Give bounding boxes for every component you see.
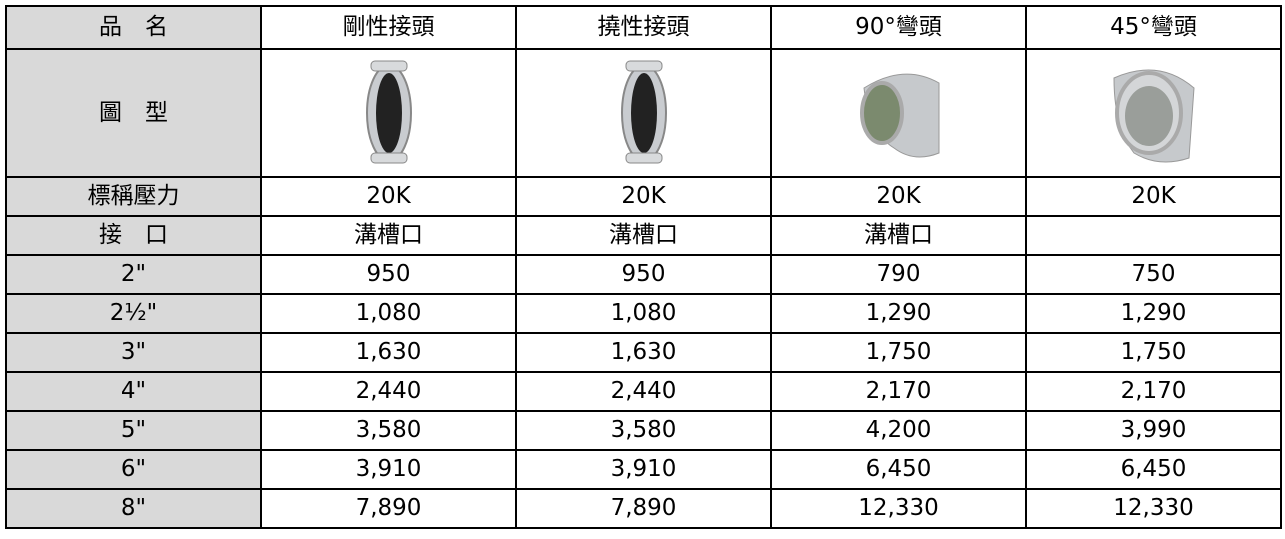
cell: 20K <box>515 176 772 217</box>
row-label: 3" <box>5 332 262 373</box>
data-row: 2½" 1,080 1,080 1,290 1,290 <box>5 293 1282 334</box>
data-row: 接 口溝槽口 溝槽口 溝槽口 <box>5 215 1282 256</box>
cell: 溝槽口 <box>260 215 517 256</box>
column-header: 90°彎頭 <box>770 5 1027 50</box>
data-row: 8" 7,890 7,890 12,330 12,330 <box>5 488 1282 529</box>
image-cell <box>1025 48 1282 178</box>
cell: 1,750 <box>1025 332 1282 373</box>
cell: 1,630 <box>515 332 772 373</box>
image-cell <box>260 48 517 178</box>
cell: 2,170 <box>1025 371 1282 412</box>
cell: 950 <box>260 254 517 295</box>
data-row: 標稱壓力 20K 20K 20K 20K <box>5 176 1282 217</box>
elbow-45-image <box>1112 69 1195 163</box>
cell: 790 <box>770 254 1027 295</box>
data-row: 2" 950 950 790 750 <box>5 254 1282 295</box>
column-header: 剛性接頭 <box>260 5 517 50</box>
cell: 1,750 <box>770 332 1027 373</box>
cell: 溝槽口 <box>515 215 772 256</box>
row-label: 2½" <box>5 293 262 334</box>
cell: 20K <box>770 176 1027 217</box>
image-cell <box>770 48 1027 178</box>
rigid-coupling-image <box>365 60 412 164</box>
data-row: 3" 1,630 1,630 1,750 1,750 <box>5 332 1282 373</box>
cell: 950 <box>515 254 772 295</box>
cell: 1,080 <box>260 293 517 334</box>
cell: 2,170 <box>770 371 1027 412</box>
cell: 3,910 <box>260 449 517 490</box>
cell <box>1025 215 1282 256</box>
cell: 12,330 <box>770 488 1027 529</box>
table-body: 品 名剛性接頭 撓性接頭 90°彎頭 45°彎頭 圖 型 <box>5 5 1282 529</box>
cell: 3,580 <box>515 410 772 451</box>
flexible-coupling-image <box>620 60 667 164</box>
row-label: 6" <box>5 449 262 490</box>
image-cell <box>515 48 772 178</box>
cell: 2,440 <box>515 371 772 412</box>
row-label: 接 口 <box>5 215 262 256</box>
cell: 1,630 <box>260 332 517 373</box>
price-table: 品 名剛性接頭 撓性接頭 90°彎頭 45°彎頭 圖 型 <box>5 5 1282 529</box>
data-row: 6" 3,910 3,910 6,450 6,450 <box>5 449 1282 490</box>
cell: 3,910 <box>515 449 772 490</box>
cell: 7,890 <box>515 488 772 529</box>
cell: 6,450 <box>1025 449 1282 490</box>
cell: 溝槽口 <box>770 215 1027 256</box>
header-row: 品 名剛性接頭 撓性接頭 90°彎頭 45°彎頭 <box>5 5 1282 50</box>
row-label: 圖 型 <box>5 48 262 178</box>
cell: 1,290 <box>1025 293 1282 334</box>
elbow-90-image <box>859 73 939 158</box>
cell: 12,330 <box>1025 488 1282 529</box>
column-header: 撓性接頭 <box>515 5 772 50</box>
row-label: 品 名 <box>5 5 262 50</box>
row-label: 5" <box>5 410 262 451</box>
row-label: 8" <box>5 488 262 529</box>
cell: 4,200 <box>770 410 1027 451</box>
cell: 1,080 <box>515 293 772 334</box>
cell: 750 <box>1025 254 1282 295</box>
cell: 7,890 <box>260 488 517 529</box>
row-label: 4" <box>5 371 262 412</box>
row-label: 標稱壓力 <box>5 176 262 217</box>
row-label: 2" <box>5 254 262 295</box>
cell: 2,440 <box>260 371 517 412</box>
data-row: 5" 3,580 3,580 4,200 3,990 <box>5 410 1282 451</box>
image-row: 圖 型 <box>5 48 1282 178</box>
column-header: 45°彎頭 <box>1025 5 1282 50</box>
cell: 20K <box>260 176 517 217</box>
cell: 3,580 <box>260 410 517 451</box>
cell: 20K <box>1025 176 1282 217</box>
cell: 1,290 <box>770 293 1027 334</box>
cell: 3,990 <box>1025 410 1282 451</box>
cell: 6,450 <box>770 449 1027 490</box>
data-row: 4" 2,440 2,440 2,170 2,170 <box>5 371 1282 412</box>
